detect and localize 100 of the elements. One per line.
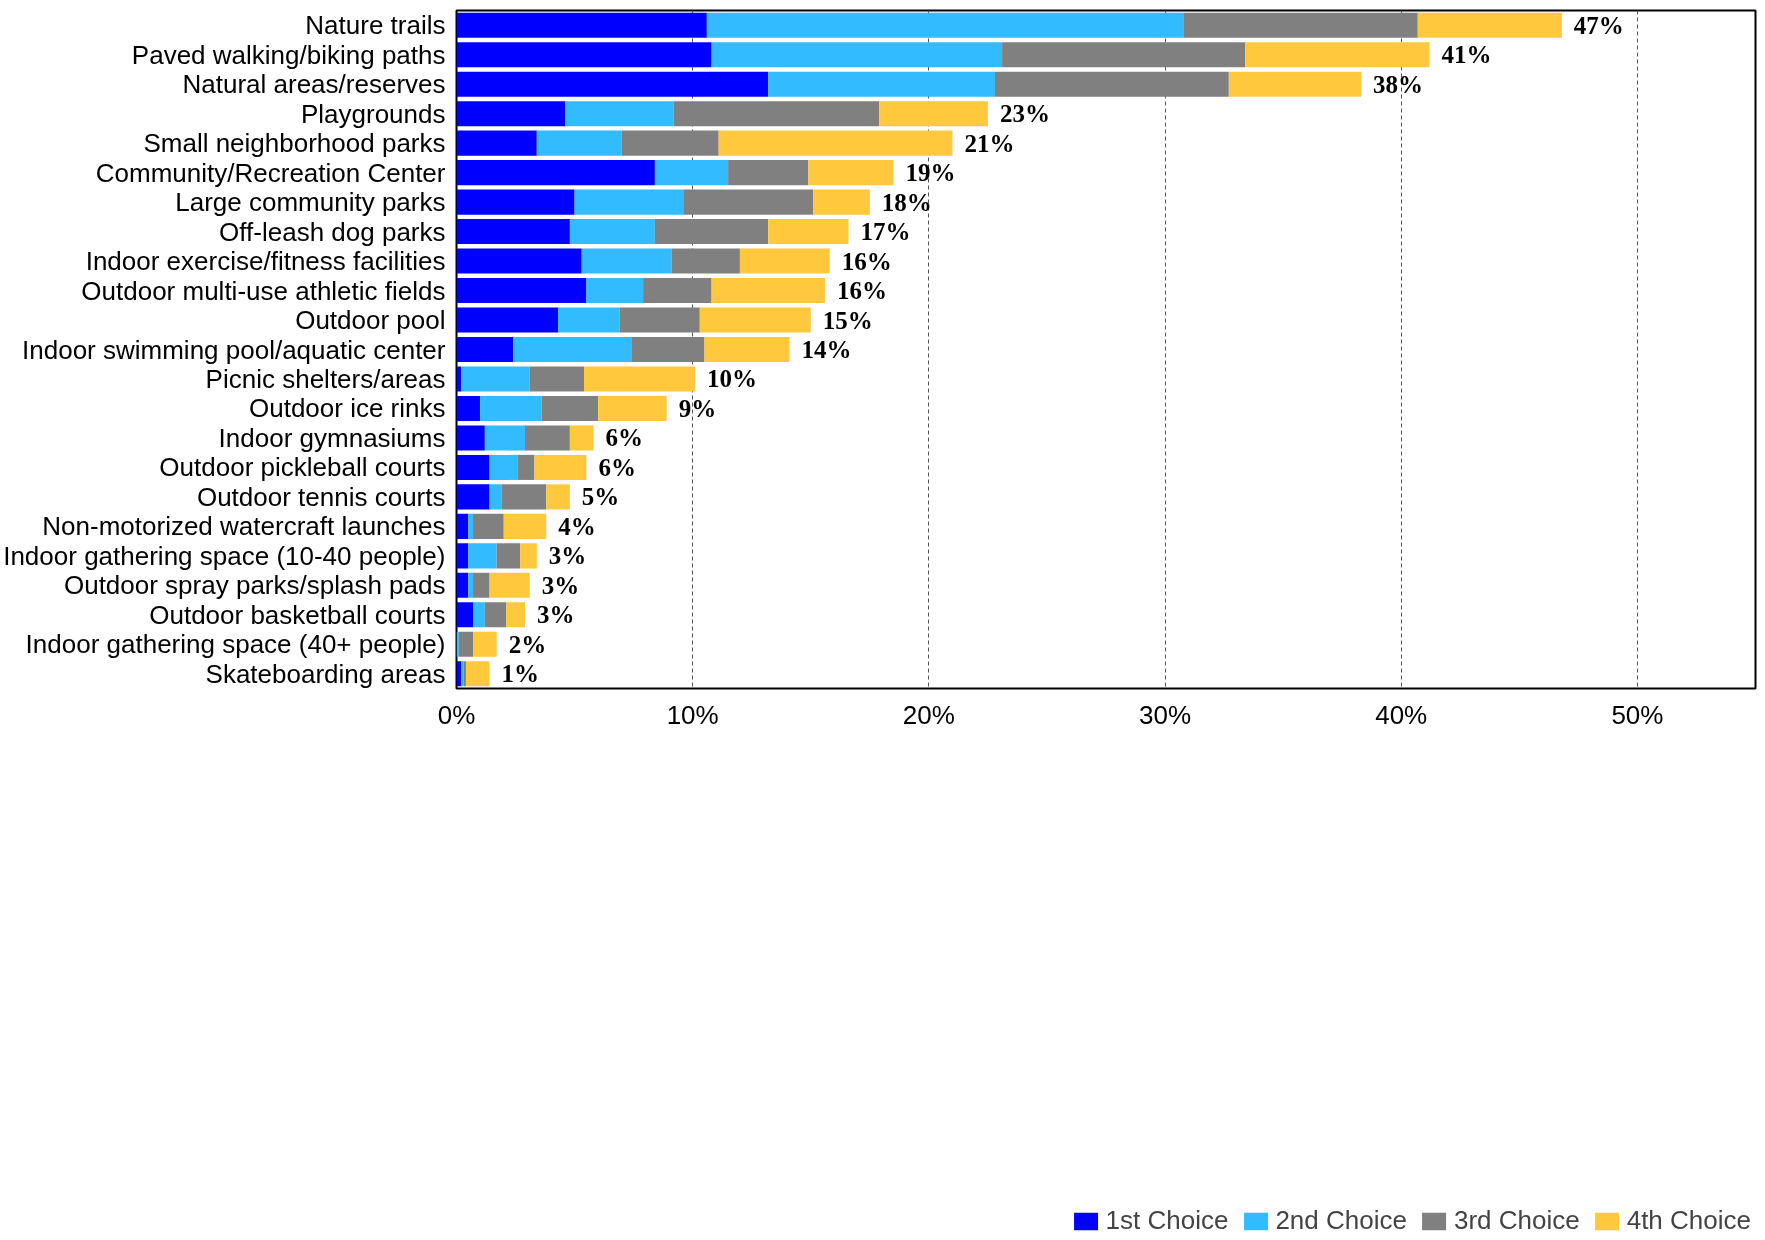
bar — [565, 101, 674, 127]
bar — [489, 484, 502, 510]
total-label: 16% — [841, 247, 892, 275]
bar — [739, 248, 830, 274]
y-tick-label: Indoor gathering space (40+ people) — [25, 629, 446, 660]
bar — [456, 513, 469, 539]
bar — [541, 395, 599, 421]
y-tick-label: Indoor exercise/fitness facilities — [85, 246, 446, 277]
total-label: 15% — [822, 306, 873, 334]
y-tick-label: Outdoor ice rinks — [248, 393, 446, 424]
bar — [768, 219, 849, 245]
bar — [1417, 12, 1562, 38]
bar — [1183, 12, 1418, 38]
total-label: 23% — [999, 100, 1050, 128]
bar — [480, 395, 542, 421]
total-label: 18% — [881, 188, 932, 216]
y-tick-label: Natural areas/reserves — [182, 69, 446, 100]
total-label: 19% — [905, 159, 956, 187]
bar — [808, 160, 894, 186]
y-tick-label: Non-motorized watercraft launches — [42, 511, 446, 542]
total-label: 10% — [707, 365, 758, 393]
bar — [456, 189, 575, 215]
bar — [536, 130, 622, 156]
bar — [456, 307, 559, 333]
y-tick-label: Paved walking/biking paths — [131, 39, 446, 70]
bar — [520, 543, 537, 569]
x-tick-label: 10% — [666, 699, 719, 730]
bar — [619, 307, 700, 333]
bar — [473, 572, 490, 598]
bar — [574, 189, 684, 215]
total-label: 5% — [581, 483, 620, 511]
y-tick-label: Picnic shelters/areas — [205, 363, 446, 394]
bar — [517, 454, 535, 480]
bar — [711, 278, 825, 304]
bar — [468, 572, 474, 598]
bar — [704, 336, 790, 363]
bar — [569, 425, 594, 451]
bar — [768, 71, 995, 97]
total-label: 3% — [548, 542, 587, 570]
bar — [489, 454, 518, 480]
bar — [718, 130, 953, 156]
y-tick-label: Outdoor multi-use athletic fields — [81, 275, 446, 306]
bar — [671, 248, 740, 274]
y-tick-label: Outdoor basketball courts — [149, 599, 446, 630]
y-tick-label: Outdoor spray parks/splash pads — [63, 570, 446, 601]
bar — [456, 454, 490, 480]
x-tick-label: 30% — [1139, 699, 1192, 730]
bar — [503, 513, 547, 539]
bar — [456, 130, 537, 156]
y-tick-label: Outdoor pool — [295, 305, 446, 336]
bar — [683, 189, 814, 215]
bar — [728, 160, 809, 186]
y-tick-label: Large community parks — [175, 187, 446, 218]
bar — [473, 513, 504, 539]
bar — [1228, 71, 1362, 97]
total-label: 14% — [801, 336, 852, 363]
bar — [529, 366, 585, 392]
bar — [456, 543, 469, 569]
total-label: 2% — [508, 630, 547, 658]
total-label: 21% — [964, 129, 1015, 157]
bar — [598, 395, 667, 421]
bar — [456, 336, 514, 363]
bar — [456, 101, 566, 127]
y-tick-label: Indoor swimming pool/aquatic center — [22, 334, 446, 365]
bar — [456, 12, 707, 38]
bar — [994, 71, 1229, 97]
bar — [456, 248, 582, 274]
bar — [631, 336, 705, 363]
bar — [458, 631, 474, 657]
legend-label: 1st Choice — [1105, 1205, 1229, 1236]
y-tick-label: Indoor gymnasiums — [218, 422, 446, 453]
bar — [1245, 42, 1430, 68]
bar — [558, 307, 620, 333]
y-tick-label: Playgrounds — [300, 98, 446, 129]
legend-label: 4th Choice — [1626, 1205, 1751, 1236]
y-tick-label: Outdoor tennis courts — [196, 481, 446, 512]
x-tick-label: 40% — [1375, 699, 1428, 730]
y-tick-label: Community/Recreation Center — [95, 157, 446, 188]
bar — [456, 602, 474, 628]
bar — [584, 366, 696, 392]
total-label: 16% — [836, 277, 887, 305]
total-label: 41% — [1441, 41, 1492, 69]
bar — [654, 160, 729, 186]
bar — [456, 160, 655, 186]
legend-label: 3rd Choice — [1453, 1205, 1580, 1236]
bar — [534, 454, 587, 480]
bar — [484, 602, 507, 628]
bar — [473, 631, 497, 657]
total-label: 3% — [536, 601, 575, 629]
bar — [699, 307, 811, 333]
y-tick-label: Nature trails — [305, 10, 446, 41]
bar — [456, 42, 712, 68]
bar — [489, 572, 530, 598]
total-label: 17% — [860, 218, 911, 246]
bar — [706, 12, 1184, 38]
y-tick-label: Skateboarding areas — [205, 658, 446, 689]
bar — [621, 130, 719, 156]
bar — [496, 543, 521, 569]
bar — [1002, 42, 1246, 68]
bar — [456, 278, 587, 304]
